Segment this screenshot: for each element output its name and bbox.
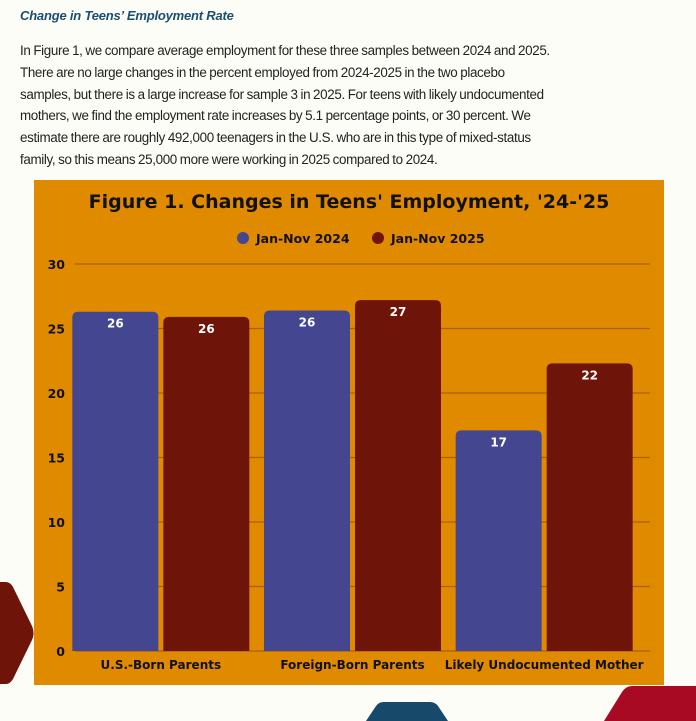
y-tick-label: 15	[48, 451, 65, 466]
legend-marker-2024	[237, 232, 249, 244]
bar-chart: Figure 1. Changes in Teens' Employment, …	[48, 191, 650, 672]
y-tick-label: 10	[48, 515, 66, 530]
section-heading: Change in Teens’ Employment Rate	[20, 8, 234, 23]
data-label: 26	[198, 322, 215, 336]
y-tick-label: 25	[48, 322, 65, 337]
x-tick-label: Foreign-Born Parents	[280, 658, 424, 672]
y-tick-label: 30	[48, 257, 66, 272]
y-tick-label: 0	[56, 644, 65, 659]
y-tick-label: 5	[56, 580, 65, 595]
paragraph-line: estimate there are roughly 492,000 teena…	[20, 130, 531, 146]
legend-label-2025: Jan-Nov 2025	[390, 231, 485, 246]
paragraph-line: family, so this means 25,000 more were w…	[20, 151, 438, 167]
data-label: 27	[390, 305, 407, 319]
data-label: 17	[490, 435, 507, 449]
y-tick-label: 20	[48, 386, 66, 401]
decorative-shape	[366, 702, 448, 721]
decorative-shape	[0, 582, 34, 684]
data-label: 26	[107, 317, 124, 331]
decorative-shape-blue	[366, 702, 448, 721]
bar-2024	[455, 430, 542, 651]
paragraph-line: There are no large changes in the percen…	[20, 64, 505, 80]
x-tick-label: Likely Undocumented Mother	[445, 658, 644, 672]
paragraph-line: samples, but there is a large increase f…	[20, 86, 544, 102]
paragraph-line: mothers, we find the employment rate inc…	[20, 108, 531, 124]
chart-title: Figure 1. Changes in Teens' Employment, …	[89, 191, 610, 213]
decorative-shape	[604, 686, 696, 721]
bar-2025	[546, 363, 633, 651]
x-tick-label: U.S.-Born Parents	[101, 658, 222, 672]
data-label: 22	[581, 368, 598, 382]
bar-2025	[355, 300, 441, 651]
bar-2024	[264, 310, 350, 651]
bar-2024	[72, 311, 159, 651]
decorative-hexagon-left	[0, 582, 34, 684]
legend-marker-2025	[372, 232, 384, 244]
bar-2025	[163, 316, 250, 651]
data-label: 26	[299, 315, 316, 329]
paragraph-line: In Figure 1, we compare average employme…	[20, 43, 550, 58]
legend-label-2024: Jan-Nov 2024	[255, 231, 350, 246]
chart-panel: Figure 1. Changes in Teens' Employment, …	[34, 180, 664, 685]
legend: Jan-Nov 2024 Jan-Nov 2025	[237, 231, 485, 246]
body-paragraph: In Figure 1, we compare average employme…	[20, 40, 680, 171]
decorative-shape-red	[604, 686, 696, 721]
